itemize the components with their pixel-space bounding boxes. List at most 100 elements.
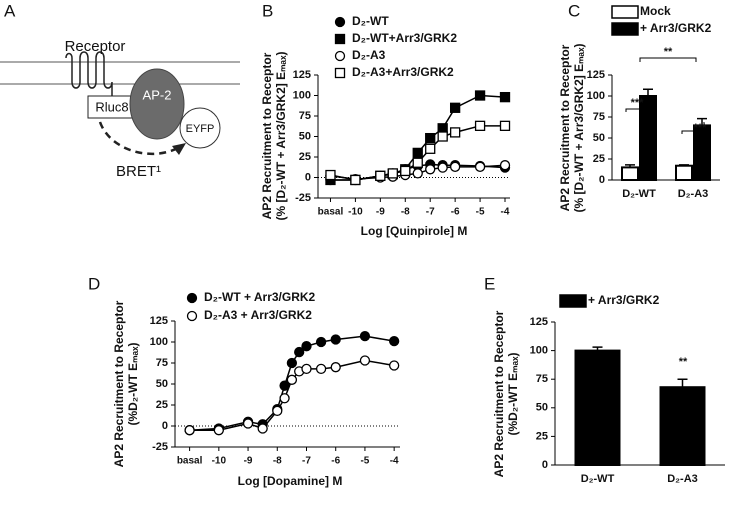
x-tick-label: -4 (390, 456, 399, 467)
legend-label: D₂-A3 + Arr3/GRK2 (204, 308, 312, 322)
y-tick-label: 50 (593, 132, 605, 144)
arrow-head (172, 143, 186, 155)
marker (499, 120, 511, 131)
marker (286, 374, 298, 385)
legend-label: + Arr3/GRK2 (640, 21, 712, 35)
legend-label: D₂-WT (352, 14, 389, 28)
bar (574, 349, 621, 467)
receptor-shape (65, 51, 113, 96)
marker (359, 330, 371, 342)
y-tick-label: 50 (536, 402, 548, 414)
rluc8-label: Rluc8 (95, 99, 128, 114)
y-tick-label: -25 (295, 192, 311, 204)
bar (621, 166, 639, 181)
x-tick-label: -8 (273, 456, 282, 467)
marker (330, 362, 341, 373)
panel-label: A (4, 1, 16, 20)
y-axis-label: (% [D₂-WT + Arr3/GRK2] Eₘₐₓ) (274, 52, 288, 221)
x-tick-label: -8 (401, 207, 410, 218)
significance-bracket (639, 57, 697, 62)
marker (425, 164, 436, 175)
panel-label: E (484, 274, 495, 293)
annotation: *** (694, 122, 708, 134)
significance-bracket (681, 122, 705, 134)
x-tick-label: basal (177, 456, 203, 467)
x-tick-label: -9 (244, 456, 253, 467)
marker (499, 91, 511, 103)
marker (474, 161, 486, 172)
legend-swatch (611, 22, 639, 36)
marker (474, 90, 486, 101)
x-tick-label: -10 (348, 207, 363, 218)
y-axis-label: (%D₂-WT Eₘₐₓ) (506, 352, 520, 435)
y-tick-label: 0 (162, 420, 168, 432)
marker (294, 346, 305, 358)
y-tick-label: 100 (150, 336, 168, 348)
marker (301, 341, 312, 352)
eyfp-shape (179, 107, 221, 149)
marker (242, 418, 254, 429)
marker (213, 425, 224, 436)
marker (375, 170, 386, 182)
error-bar (679, 164, 689, 166)
legend-label: D₂-WT + Arr3/GRK2 (204, 290, 316, 304)
y-tick-label: -25 (152, 441, 168, 453)
ap2-shape (129, 68, 185, 140)
legend-marker (334, 67, 346, 79)
legend-marker (334, 16, 346, 28)
y-axis-label: AP2 Recruitment to Receptor (260, 52, 274, 219)
annotation: ** (679, 356, 688, 368)
series-line (189, 359, 395, 431)
y-tick-label: 100 (530, 345, 548, 357)
y-axis-label: AP2 Recruitment to Receptor (558, 44, 572, 211)
error-bar (697, 117, 707, 126)
legend-label: D₂-WT+Arr3/GRK2 (352, 31, 457, 45)
marker (499, 160, 511, 171)
marker (425, 143, 436, 154)
legend-swatch (559, 294, 587, 308)
legend-marker (334, 33, 346, 45)
y-tick-label: 25 (156, 399, 168, 411)
x-tick-label: -7 (302, 456, 311, 467)
x-tick-label: basal (318, 207, 344, 218)
marker (389, 336, 400, 347)
y-axis-label: AP2 Recruitment to Receptor (112, 300, 126, 467)
y-tick-label: 25 (593, 153, 605, 165)
y-tick-label: 50 (299, 130, 311, 142)
eyfp-label: EYFP (186, 123, 215, 135)
error-bar (677, 378, 688, 388)
y-tick-label: 125 (293, 69, 311, 81)
y-tick-label: 75 (593, 111, 605, 123)
y-tick-label: 0 (305, 171, 311, 183)
panel-label: D (88, 274, 100, 293)
bar (675, 164, 693, 182)
marker (184, 425, 195, 436)
x-tick-label: -5 (476, 207, 485, 218)
x-tick-label: -10 (212, 456, 227, 467)
legend-marker (334, 50, 346, 62)
annotation: *** (631, 97, 645, 109)
marker (449, 127, 461, 138)
marker (449, 102, 461, 113)
panel-label: B (262, 1, 273, 20)
marker (387, 168, 398, 179)
marker (389, 360, 400, 371)
marker (315, 363, 327, 375)
marker (286, 357, 298, 369)
marker (279, 393, 290, 404)
y-tick-label: 75 (156, 357, 168, 369)
x-axis-label: Log [Dopamine] M (238, 474, 343, 488)
y-tick-label: 0 (599, 174, 605, 186)
legend-label: Mock (640, 4, 671, 18)
bar (659, 386, 706, 467)
marker (257, 423, 268, 434)
x-tick-label: -7 (426, 207, 435, 218)
x-tick-label: -6 (451, 207, 460, 218)
y-axis-label: AP2 Recruitment to Receptor (492, 310, 506, 477)
x-tick-label: -4 (501, 207, 510, 218)
marker (325, 169, 336, 181)
y-axis-label: (% [D₂-WT + Arr3/GRK2] Eₘₐₓ) (572, 44, 586, 213)
x-tick-label: D₂-A3 (667, 473, 698, 485)
x-tick-label: D₂-A3 (678, 188, 709, 200)
